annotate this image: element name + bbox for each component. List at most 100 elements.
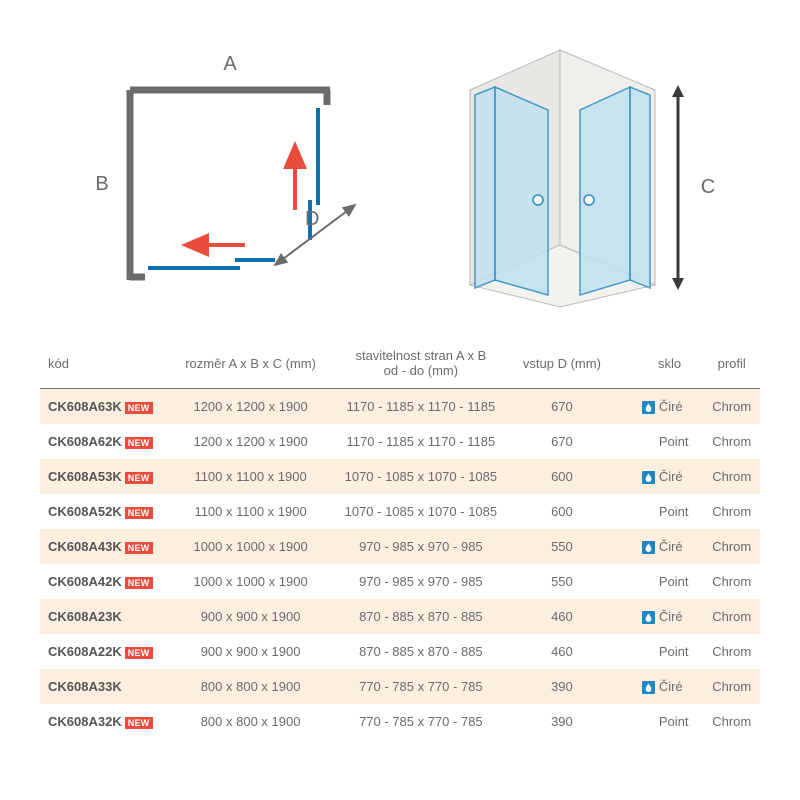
cell-sklo: Čiré	[612, 459, 704, 494]
th-rozmer: rozměr A x B x C (mm)	[171, 340, 329, 389]
th-kod: kód	[40, 340, 171, 389]
cell-vstup: 550	[512, 529, 612, 564]
cell-sklo: Čiré	[612, 669, 704, 704]
table-row: CK608A52KNEW1100 x 1100 x 19001070 - 108…	[40, 494, 760, 529]
cell-vstup: 600	[512, 494, 612, 529]
cell-profil: Chrom	[703, 424, 760, 459]
table-row: CK608A22KNEW900 x 900 x 1900870 - 885 x …	[40, 634, 760, 669]
diagrams-area: A B	[0, 0, 800, 340]
table-row: CK608A53KNEW1100 x 1100 x 19001070 - 108…	[40, 459, 760, 494]
cell-sklo: Čiré	[612, 529, 704, 564]
table-row: CK608A42KNEW1000 x 1000 x 1900970 - 985 …	[40, 564, 760, 599]
table-row: CK608A43KNEW1000 x 1000 x 1900970 - 985 …	[40, 529, 760, 564]
cell-stavitelnost: 1170 - 1185 x 1170 - 1185	[330, 389, 512, 425]
sklo-text: Point	[659, 434, 689, 449]
cell-sklo: Point	[612, 424, 704, 459]
kod-text: CK608A62K	[48, 434, 122, 449]
kod-text: CK608A42K	[48, 574, 122, 589]
cell-stavitelnost: 770 - 785 x 770 - 785	[330, 704, 512, 739]
cell-vstup: 670	[512, 424, 612, 459]
table-row: CK608A32KNEW800 x 800 x 1900770 - 785 x …	[40, 704, 760, 739]
cell-sklo: Point	[612, 704, 704, 739]
sklo-text: Čiré	[659, 469, 683, 484]
th-vstup: vstup D (mm)	[512, 340, 612, 389]
sklo-text: Čiré	[659, 679, 683, 694]
new-badge: NEW	[125, 717, 153, 729]
cell-stavitelnost: 970 - 985 x 970 - 985	[330, 564, 512, 599]
plan-diagram: A B	[90, 50, 370, 310]
cell-profil: Chrom	[703, 529, 760, 564]
cell-kod: CK608A42KNEW	[40, 564, 171, 599]
cell-kod: CK608A22KNEW	[40, 634, 171, 669]
cell-profil: Chrom	[703, 494, 760, 529]
cell-vstup: 390	[512, 704, 612, 739]
label-b: B	[95, 173, 108, 195]
enclosure-diagram: C	[440, 35, 730, 310]
cell-vstup: 390	[512, 669, 612, 704]
cell-stavitelnost: 1070 - 1085 x 1070 - 1085	[330, 494, 512, 529]
cell-rozmer: 1000 x 1000 x 1900	[171, 529, 329, 564]
cell-rozmer: 800 x 800 x 1900	[171, 669, 329, 704]
kod-text: CK608A52K	[48, 504, 122, 519]
table-header-row: kód rozměr A x B x C (mm) stavitelnost s…	[40, 340, 760, 389]
cell-profil: Chrom	[703, 599, 760, 634]
drop-icon	[642, 681, 655, 694]
cell-kod: CK608A62KNEW	[40, 424, 171, 459]
cell-profil: Chrom	[703, 669, 760, 704]
sklo-text: Point	[659, 574, 689, 589]
new-badge: NEW	[125, 437, 153, 449]
cell-profil: Chrom	[703, 634, 760, 669]
sklo-text: Point	[659, 644, 689, 659]
cell-stavitelnost: 1070 - 1085 x 1070 - 1085	[330, 459, 512, 494]
cell-rozmer: 1100 x 1100 x 1900	[171, 459, 329, 494]
cell-kod: CK608A53KNEW	[40, 459, 171, 494]
cell-rozmer: 1100 x 1100 x 1900	[171, 494, 329, 529]
cell-vstup: 550	[512, 564, 612, 599]
cell-stavitelnost: 870 - 885 x 870 - 885	[330, 599, 512, 634]
drop-icon	[642, 541, 655, 554]
drop-icon	[642, 471, 655, 484]
cell-rozmer: 800 x 800 x 1900	[171, 704, 329, 739]
cell-rozmer: 1200 x 1200 x 1900	[171, 389, 329, 425]
sklo-text: Čiré	[659, 399, 683, 414]
cell-profil: Chrom	[703, 389, 760, 425]
drop-icon	[642, 401, 655, 414]
cell-profil: Chrom	[703, 704, 760, 739]
cell-stavitelnost: 970 - 985 x 970 - 985	[330, 529, 512, 564]
cell-profil: Chrom	[703, 564, 760, 599]
cell-vstup: 670	[512, 389, 612, 425]
table-row: CK608A23K900 x 900 x 1900870 - 885 x 870…	[40, 599, 760, 634]
cell-rozmer: 900 x 900 x 1900	[171, 634, 329, 669]
table-row: CK608A63KNEW 1200 x 1200 x 19001170 - 118…	[40, 389, 760, 425]
table-row: CK608A33K800 x 800 x 1900770 - 785 x 770…	[40, 669, 760, 704]
sklo-text: Čiré	[659, 609, 683, 624]
kod-text: CK608A53K	[48, 469, 122, 484]
cell-kod: CK608A43KNEW	[40, 529, 171, 564]
cell-kod: CK608A23K	[40, 599, 171, 634]
cell-sklo: Point	[612, 494, 704, 529]
sklo-text: Point	[659, 714, 689, 729]
sklo-text: Point	[659, 504, 689, 519]
cell-vstup: 460	[512, 599, 612, 634]
label-d: D	[305, 208, 319, 230]
cell-vstup: 460	[512, 634, 612, 669]
kod-text: CK608A23K	[48, 609, 122, 624]
new-badge: NEW	[125, 402, 153, 414]
kod-text: CK608A43K	[48, 539, 122, 554]
cell-rozmer: 1000 x 1000 x 1900	[171, 564, 329, 599]
label-a: A	[223, 53, 237, 75]
kod-text: CK608A22K	[48, 644, 122, 659]
cell-sklo: Čiré	[612, 599, 704, 634]
kod-text: CK608A33K	[48, 679, 122, 694]
cell-sklo: Point	[612, 634, 704, 669]
cell-sklo: Čiré	[612, 389, 704, 425]
cell-stavitelnost: 1170 - 1185 x 1170 - 1185	[330, 424, 512, 459]
table-row: CK608A62KNEW1200 x 1200 x 19001170 - 118…	[40, 424, 760, 459]
cell-profil: Chrom	[703, 459, 760, 494]
cell-kod: CK608A32KNEW	[40, 704, 171, 739]
kod-text: CK608A63K	[48, 399, 122, 414]
cell-vstup: 600	[512, 459, 612, 494]
cell-rozmer: 1200 x 1200 x 1900	[171, 424, 329, 459]
cell-sklo: Point	[612, 564, 704, 599]
cell-stavitelnost: 870 - 885 x 870 - 885	[330, 634, 512, 669]
